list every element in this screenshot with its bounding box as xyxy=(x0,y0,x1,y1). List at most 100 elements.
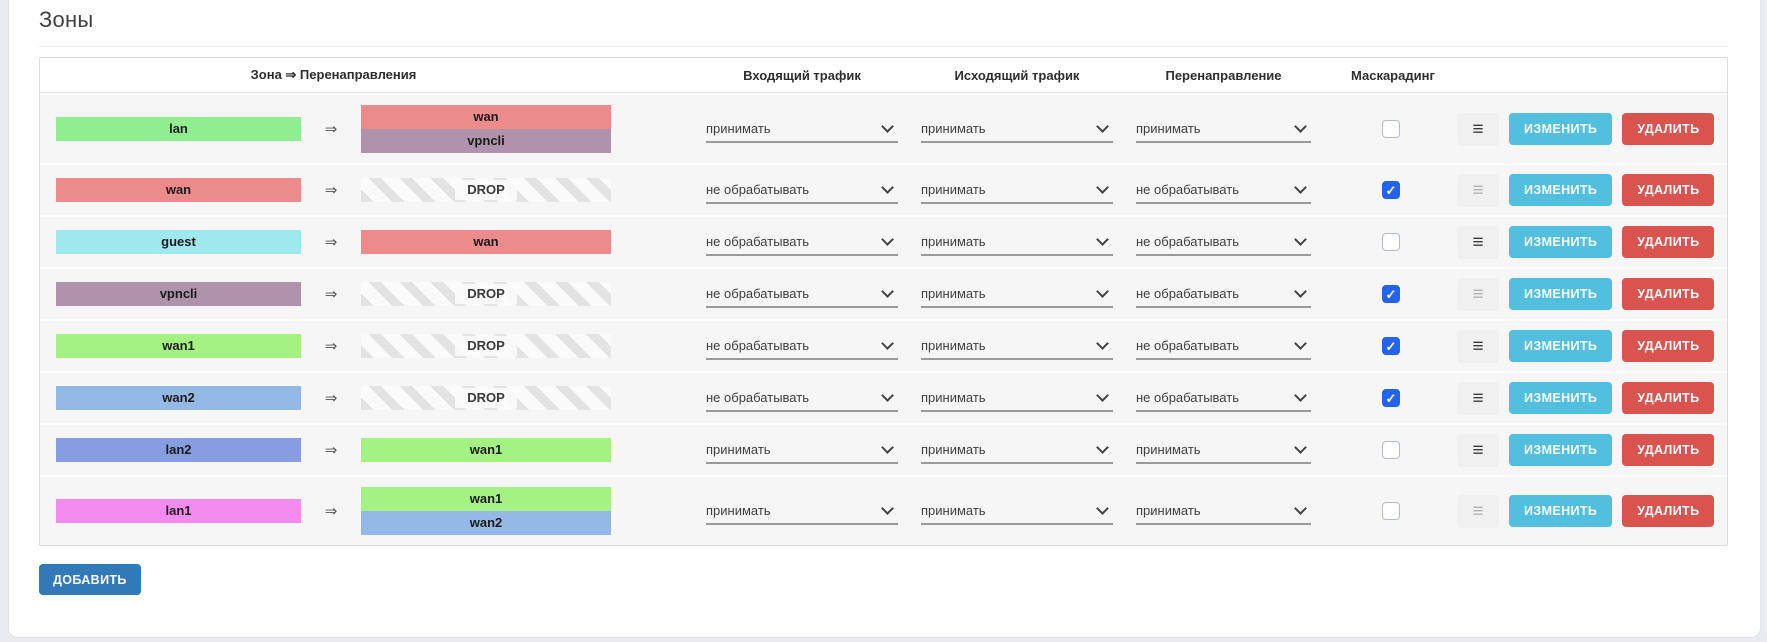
outgoing-traffic-select[interactable]: принимать xyxy=(921,228,1113,256)
selected-option-label: принимать xyxy=(921,233,986,249)
forwarding-select[interactable]: не обрабатывать xyxy=(1136,280,1311,308)
chevron-down-icon xyxy=(1294,284,1307,298)
masquerading-checkbox[interactable] xyxy=(1382,233,1400,251)
outgoing-traffic-select[interactable]: принимать xyxy=(921,436,1113,464)
chevron-down-icon xyxy=(1294,119,1307,133)
outgoing-traffic-select[interactable]: принимать xyxy=(921,176,1113,204)
row-menu-button[interactable]: ≡ xyxy=(1457,173,1499,207)
masquerading-checkbox[interactable]: ✓ xyxy=(1382,285,1400,303)
forward-arrow-icon: ⇒ xyxy=(324,181,338,199)
forwarding-select[interactable]: не обрабатывать xyxy=(1136,228,1311,256)
forward-arrow-icon: ⇒ xyxy=(324,337,338,355)
outgoing-traffic-select[interactable]: принимать xyxy=(921,115,1113,143)
edit-button[interactable]: ИЗМЕНИТЬ xyxy=(1509,495,1613,527)
zone-badge: guest xyxy=(56,230,301,254)
zones-table: Зона ⇒ Перенаправления Входящий трафик И… xyxy=(39,57,1728,546)
forward-arrow-icon: ⇒ xyxy=(324,441,338,459)
delete-button[interactable]: УДАЛИТЬ xyxy=(1622,330,1715,362)
forwarding-select[interactable]: не обрабатывать xyxy=(1136,332,1311,360)
forwarding-select[interactable]: принимать xyxy=(1136,115,1311,143)
outgoing-traffic-select[interactable]: принимать xyxy=(921,384,1113,412)
edit-button[interactable]: ИЗМЕНИТЬ xyxy=(1509,226,1613,258)
destination-badge: wan1 xyxy=(361,487,611,511)
outgoing-traffic-select[interactable]: принимать xyxy=(921,280,1113,308)
incoming-traffic-select[interactable]: принимать xyxy=(706,497,898,525)
zone-row: vpncli ⇒ DROP не обрабатывать принимать не об… xyxy=(40,267,1727,319)
outgoing-traffic-select[interactable]: принимать xyxy=(921,497,1113,525)
menu-icon: ≡ xyxy=(1472,179,1484,201)
outgoing-traffic-select[interactable]: принимать xyxy=(921,332,1113,360)
incoming-traffic-select[interactable]: не обрабатывать xyxy=(706,280,898,308)
row-menu-button[interactable]: ≡ xyxy=(1457,225,1499,259)
col-header-outgoing-traffic: Исходящий трафик xyxy=(954,67,1080,83)
chevron-down-icon xyxy=(1096,440,1109,454)
zone-row: lan2 ⇒ wan1 принимать принимать принимать ≡ ИЗМ… xyxy=(40,423,1727,475)
row-menu-button[interactable]: ≡ xyxy=(1457,381,1499,415)
forward-arrow-icon: ⇒ xyxy=(324,233,338,251)
selected-option-label: принимать xyxy=(921,120,986,136)
row-menu-button[interactable]: ≡ xyxy=(1457,329,1499,363)
selected-option-label: не обрабатывать xyxy=(1136,389,1239,405)
selected-option-label: не обрабатывать xyxy=(1136,181,1239,197)
drop-badge: DROP xyxy=(361,282,611,306)
delete-button[interactable]: УДАЛИТЬ xyxy=(1622,113,1715,145)
row-menu-button[interactable]: ≡ xyxy=(1457,112,1499,146)
delete-button[interactable]: УДАЛИТЬ xyxy=(1622,174,1715,206)
forwarding-select[interactable]: принимать xyxy=(1136,497,1311,525)
delete-button[interactable]: УДАЛИТЬ xyxy=(1622,434,1715,466)
masquerading-checkbox[interactable]: ✓ xyxy=(1382,389,1400,407)
masquerading-checkbox[interactable]: ✓ xyxy=(1382,181,1400,199)
edit-button[interactable]: ИЗМЕНИТЬ xyxy=(1509,174,1613,206)
zone-row: guest ⇒ wan не обрабатывать принимать не обра… xyxy=(40,215,1727,267)
masquerading-checkbox[interactable] xyxy=(1382,120,1400,138)
delete-button[interactable]: УДАЛИТЬ xyxy=(1622,495,1715,527)
edit-button[interactable]: ИЗМЕНИТЬ xyxy=(1509,382,1613,414)
selected-option-label: принимать xyxy=(706,120,771,136)
drop-badge: DROP xyxy=(361,178,611,202)
row-menu-button[interactable]: ≡ xyxy=(1457,494,1499,528)
menu-icon: ≡ xyxy=(1472,335,1484,357)
row-menu-button[interactable]: ≡ xyxy=(1457,433,1499,467)
delete-button[interactable]: УДАЛИТЬ xyxy=(1622,226,1715,258)
page-title: Зоны xyxy=(39,7,94,32)
zone-row: lan ⇒ wan vpncli принимать принимать принимать… xyxy=(40,93,1727,163)
menu-icon: ≡ xyxy=(1472,231,1484,253)
edit-button[interactable]: ИЗМЕНИТЬ xyxy=(1509,113,1613,145)
incoming-traffic-select[interactable]: не обрабатывать xyxy=(706,228,898,256)
zone-badge: wan1 xyxy=(56,334,301,358)
menu-icon: ≡ xyxy=(1472,387,1484,409)
selected-option-label: принимать xyxy=(921,337,986,353)
col-header-masquerading: Маскарадинг xyxy=(1351,67,1435,83)
edit-button[interactable]: ИЗМЕНИТЬ xyxy=(1509,278,1613,310)
drop-badge: DROP xyxy=(361,386,611,410)
chevron-down-icon xyxy=(881,388,894,402)
destination-badge: wan2 xyxy=(361,511,611,535)
zone-row: wan1 ⇒ DROP не обрабатывать принимать не обра… xyxy=(40,319,1727,371)
edit-button[interactable]: ИЗМЕНИТЬ xyxy=(1509,330,1613,362)
incoming-traffic-select[interactable]: не обрабатывать xyxy=(706,176,898,204)
edit-button[interactable]: ИЗМЕНИТЬ xyxy=(1509,434,1613,466)
forwarding-select[interactable]: принимать xyxy=(1136,436,1311,464)
zone-badge: lan1 xyxy=(56,499,301,523)
forwarding-select[interactable]: не обрабатывать xyxy=(1136,176,1311,204)
incoming-traffic-select[interactable]: принимать xyxy=(706,436,898,464)
row-menu-button[interactable]: ≡ xyxy=(1457,277,1499,311)
delete-button[interactable]: УДАЛИТЬ xyxy=(1622,278,1715,310)
add-button[interactable]: ДОБАВИТЬ xyxy=(39,564,141,595)
chevron-down-icon xyxy=(1096,388,1109,402)
incoming-traffic-select[interactable]: не обрабатывать xyxy=(706,384,898,412)
delete-button[interactable]: УДАЛИТЬ xyxy=(1622,382,1715,414)
selected-option-label: не обрабатывать xyxy=(1136,285,1239,301)
chevron-down-icon xyxy=(1096,119,1109,133)
masquerading-checkbox[interactable] xyxy=(1382,441,1400,459)
incoming-traffic-select[interactable]: принимать xyxy=(706,115,898,143)
zone-row: wan2 ⇒ DROP не обрабатывать принимать не обра… xyxy=(40,371,1727,423)
masquerading-checkbox[interactable]: ✓ xyxy=(1382,337,1400,355)
incoming-traffic-select[interactable]: не обрабатывать xyxy=(706,332,898,360)
masquerading-checkbox[interactable] xyxy=(1382,502,1400,520)
chevron-down-icon xyxy=(881,440,894,454)
zone-badge: vpncli xyxy=(56,282,301,306)
zone-row: lan1 ⇒ wan1 wan2 принимать принимать принимать… xyxy=(40,475,1727,545)
menu-icon: ≡ xyxy=(1472,439,1484,461)
forwarding-select[interactable]: не обрабатывать xyxy=(1136,384,1311,412)
